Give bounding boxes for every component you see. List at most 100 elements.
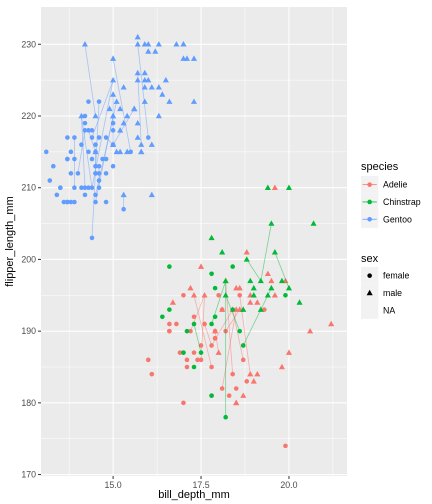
data-point [285,284,293,291]
data-point [121,206,126,212]
data-point [177,350,183,355]
x-axis: 15.0 17.5 20.0 [105,476,298,490]
data-point [51,163,56,169]
data-point [138,141,145,147]
legend-key-gentoo [361,210,379,228]
data-point [240,306,247,312]
legend-key-male [361,284,379,302]
data-point [285,349,293,355]
trace-segment [260,287,272,310]
data-point [89,135,95,140]
data-point [148,141,155,147]
trace-segment [112,58,132,152]
data-point [138,148,145,155]
data-point [128,149,133,155]
legend-key-point [367,216,372,222]
data-point [89,235,95,241]
data-point [187,284,194,291]
data-point [81,41,89,47]
data-point [240,392,247,398]
data-point [181,400,186,406]
data-point [96,135,102,140]
data-point [243,249,250,255]
data-point [103,135,109,140]
legend-key-point [367,199,372,205]
data-point [110,120,116,126]
data-point [268,220,275,226]
legend-species: species Adelie Chinstrap Gentoo [361,161,421,228]
trace-segment [137,44,149,138]
series-gentoo [43,33,198,241]
data-point [190,292,198,298]
data-point [283,443,288,449]
data-point [190,98,198,104]
data-point [145,357,151,363]
data-point [75,171,81,176]
y-tick-label: 170 [21,470,36,480]
data-point [110,76,117,83]
trace-segment [91,101,100,238]
data-point [257,277,264,284]
legend-key-point [367,182,372,187]
data-point [58,185,63,191]
legend-title-species: species [361,161,399,173]
trace-segment [137,72,142,145]
data-point [134,33,141,40]
trace-segment [221,309,237,389]
data-point [230,371,235,377]
data-point [180,55,187,61]
legend-title-sex: sex [361,253,379,265]
data-point [209,393,214,398]
data-point [131,105,138,112]
data-point [223,414,228,420]
trace-segment [91,80,114,138]
legend-key-na [361,301,379,319]
data-point [264,270,271,277]
legend-label: NA [383,305,395,315]
data-point [145,48,152,54]
data-point [82,185,88,191]
data-point [82,192,88,198]
data-point [110,55,117,61]
data-point [96,163,102,169]
data-point [219,249,226,255]
data-point [134,69,141,76]
trace-segment [239,295,251,375]
data-point [141,98,148,104]
trace-segment [225,295,241,332]
y-tick-label: 190 [21,326,36,336]
trace-segment [242,309,262,346]
series-adelie [145,184,335,449]
data-point [120,191,127,198]
data-point [47,178,53,183]
x-axis-title: bill_depth_mm [158,489,230,501]
data-point [89,185,95,191]
data-point [110,91,117,97]
data-point [237,328,243,334]
trace-segment [112,108,135,145]
y-axis: 170 180 190 200 210 220 230 [21,39,41,480]
data-point [191,350,197,355]
data-point [72,185,77,191]
data-point [61,199,67,205]
trace-segment [214,331,220,353]
data-point [190,55,198,61]
data-point [283,292,288,298]
data-point [250,284,257,291]
legend-key-female [361,267,379,285]
trace-segment [84,44,96,117]
data-point [167,321,172,327]
data-point [134,41,141,47]
data-marks [43,33,335,449]
data-point [141,69,148,76]
data-point [237,292,243,298]
data-point [181,292,186,298]
data-point [198,357,204,363]
data-point [243,256,250,262]
data-point [68,171,74,176]
data-point [230,264,235,269]
data-point [86,185,91,191]
data-point [184,357,190,363]
data-point [100,156,105,162]
x-tick-label: 17.5 [192,480,209,490]
